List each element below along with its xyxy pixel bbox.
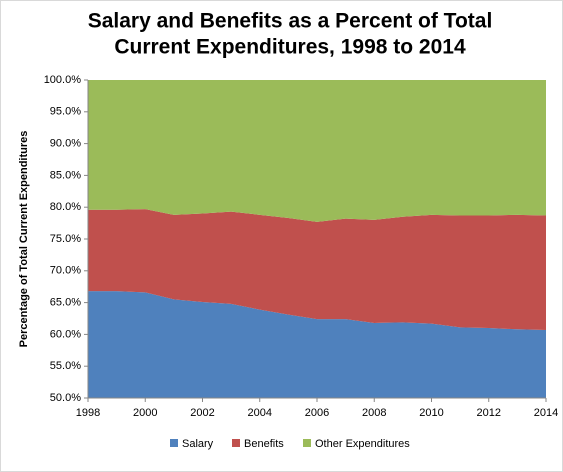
y-tick-label: 100.0%: [44, 74, 82, 86]
legend-swatch: [232, 439, 240, 447]
area: [88, 80, 546, 222]
x-tick-label: 2002: [190, 407, 214, 419]
y-tick-label: 65.0%: [50, 297, 81, 309]
chart-title: Salary and Benefits as a Percent of Tota…: [88, 10, 493, 33]
y-tick-label: 50.0%: [50, 392, 81, 404]
y-tick-label: 75.0%: [50, 233, 81, 245]
legend-label: Salary: [182, 438, 214, 450]
x-tick-label: 2012: [477, 407, 501, 419]
area: [88, 209, 546, 330]
x-tick-label: 2010: [419, 407, 443, 419]
x-tick-label: 2004: [248, 407, 272, 419]
legend-label: Other Expenditures: [315, 438, 410, 450]
y-tick-label: 60.0%: [50, 328, 81, 340]
x-tick-label: 2014: [534, 407, 558, 419]
y-axis-label: Percentage of Total Current Expenditures: [18, 131, 30, 348]
area: [88, 291, 546, 398]
legend-label: Benefits: [244, 438, 284, 450]
y-tick-label: 95.0%: [50, 106, 81, 118]
y-tick-label: 55.0%: [50, 360, 81, 372]
legend-swatch: [170, 439, 178, 447]
y-tick-label: 85.0%: [50, 169, 81, 181]
x-tick-label: 2000: [133, 407, 157, 419]
y-tick-label: 70.0%: [50, 265, 81, 277]
chart-title: Current Expenditures, 1998 to 2014: [114, 36, 466, 59]
y-tick-label: 80.0%: [50, 201, 81, 213]
x-tick-label: 2006: [305, 407, 329, 419]
x-tick-label: 2008: [362, 407, 386, 419]
legend-swatch: [303, 439, 311, 447]
x-tick-label: 1998: [76, 407, 100, 419]
plot-area: [88, 80, 546, 398]
y-tick-label: 90.0%: [50, 138, 81, 150]
